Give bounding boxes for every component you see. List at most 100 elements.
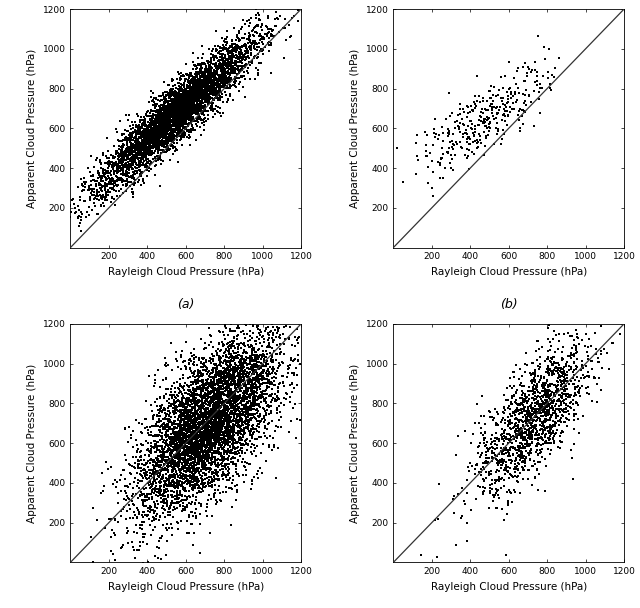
- Point: [230, 444, 241, 454]
- Point: [540, 415, 550, 424]
- Point: [161, 118, 171, 128]
- Point: [179, 385, 189, 395]
- Point: [204, 98, 214, 108]
- Point: [188, 100, 198, 109]
- Point: [539, 425, 549, 435]
- Point: [154, 126, 164, 136]
- Point: [268, 337, 278, 347]
- Point: [263, 38, 273, 48]
- Point: [245, 41, 255, 50]
- Point: [142, 139, 152, 148]
- Point: [147, 482, 157, 492]
- Point: [202, 73, 212, 83]
- Point: [543, 368, 554, 378]
- Point: [557, 367, 567, 377]
- Point: [176, 96, 186, 106]
- Point: [191, 64, 202, 74]
- Point: [246, 364, 256, 374]
- Point: [534, 416, 545, 426]
- Point: [180, 124, 191, 134]
- Point: [239, 418, 250, 428]
- Point: [214, 434, 224, 444]
- Point: [505, 373, 515, 383]
- Point: [233, 469, 243, 479]
- Point: [196, 451, 207, 461]
- Point: [198, 88, 208, 98]
- Point: [207, 85, 218, 95]
- Point: [141, 142, 152, 152]
- Point: [216, 423, 226, 433]
- Point: [183, 400, 193, 410]
- Point: [540, 387, 550, 397]
- Point: [162, 496, 172, 506]
- Point: [184, 103, 195, 112]
- Point: [159, 423, 169, 432]
- Point: [202, 432, 212, 442]
- Point: [204, 472, 214, 482]
- Point: [147, 131, 157, 140]
- Point: [236, 372, 246, 382]
- Point: [428, 183, 438, 193]
- Point: [510, 421, 520, 430]
- Point: [213, 390, 223, 399]
- Point: [541, 387, 552, 397]
- Point: [212, 413, 223, 423]
- Point: [224, 51, 234, 61]
- Point: [76, 215, 86, 225]
- Point: [222, 356, 232, 366]
- Point: [188, 77, 198, 86]
- Point: [202, 64, 212, 74]
- Point: [172, 498, 182, 508]
- Point: [174, 448, 184, 458]
- Point: [161, 423, 172, 432]
- Point: [137, 489, 147, 499]
- Point: [225, 414, 235, 424]
- Point: [584, 389, 595, 398]
- Point: [159, 418, 170, 428]
- Point: [137, 131, 147, 141]
- Point: [162, 420, 172, 429]
- Point: [214, 378, 224, 388]
- Point: [137, 476, 147, 486]
- Point: [214, 416, 224, 426]
- Point: [180, 411, 190, 421]
- Point: [537, 452, 547, 461]
- Point: [501, 434, 511, 444]
- Point: [474, 91, 484, 100]
- Point: [204, 71, 214, 80]
- Point: [490, 475, 500, 485]
- Point: [136, 131, 147, 141]
- Point: [232, 395, 242, 405]
- Point: [426, 148, 436, 157]
- Point: [96, 192, 106, 201]
- Point: [152, 542, 163, 552]
- Point: [538, 405, 548, 415]
- Point: [189, 91, 200, 100]
- Point: [147, 406, 157, 416]
- Point: [181, 100, 191, 110]
- Point: [185, 413, 195, 423]
- Point: [236, 35, 246, 45]
- Point: [255, 417, 265, 427]
- Point: [202, 83, 212, 93]
- Point: [234, 36, 244, 46]
- Point: [126, 146, 136, 156]
- Point: [196, 440, 207, 450]
- Point: [160, 452, 170, 461]
- Point: [190, 396, 200, 406]
- Point: [232, 394, 242, 404]
- Point: [177, 120, 187, 130]
- Point: [222, 447, 232, 457]
- Point: [204, 388, 214, 398]
- Point: [168, 476, 178, 486]
- Point: [175, 476, 186, 486]
- Point: [547, 403, 557, 413]
- Point: [180, 468, 191, 477]
- Point: [145, 114, 156, 123]
- Point: [216, 415, 226, 424]
- Point: [233, 370, 243, 379]
- Point: [191, 436, 201, 446]
- Point: [224, 58, 234, 68]
- Point: [198, 103, 209, 112]
- Point: [188, 102, 198, 111]
